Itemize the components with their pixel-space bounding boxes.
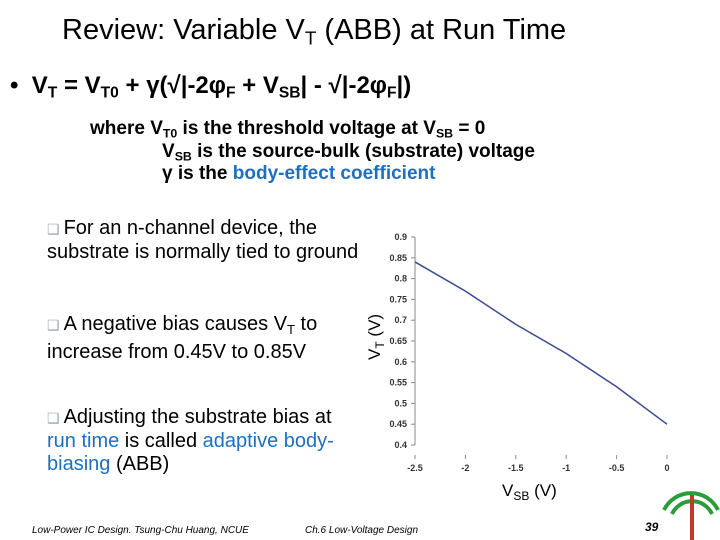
x-tick-label: 0	[664, 463, 669, 473]
y-axis-label: VT (V)	[365, 314, 387, 360]
text: V	[162, 141, 175, 162]
page-number: 39	[645, 520, 659, 534]
x-tick-label: -0.5	[609, 463, 625, 473]
formula-part: + V	[235, 72, 279, 99]
y-axis-label-part: T	[373, 341, 387, 349]
footer-center: Ch.6 Low-Voltage Design	[305, 525, 419, 536]
where-line: VSB is the source-bulk (substrate) volta…	[162, 141, 535, 164]
formula-part: = V	[57, 72, 101, 99]
y-tick-label: 0.75	[389, 294, 407, 304]
x-tick-label: -1.5	[508, 463, 524, 473]
text: (ABB)	[110, 453, 170, 475]
highlight: adaptive body-biasing	[47, 430, 334, 475]
bullet: ❑ A negative bias causes VT to increase f…	[47, 313, 318, 363]
formula-part: + γ(√|-2φ	[118, 72, 226, 99]
text: Adjusting the substrate bias at	[63, 406, 332, 428]
y-tick-label: 0.7	[394, 315, 407, 325]
highlight: body-effect coefficient	[232, 163, 436, 184]
text: A negative bias causes V	[63, 313, 288, 335]
x-tick-label: -2.5	[407, 463, 423, 473]
y-tick-label: 0.4	[394, 440, 407, 450]
highlight: run time	[47, 430, 120, 452]
footer-left: Low-Power IC Design. Tsung-Chu Huang, NC…	[32, 525, 249, 536]
x-tick-label: -2	[461, 463, 469, 473]
formula: • VT = VT0 + γ(√|-2φF + VSB| - √|-2φF|)	[10, 72, 412, 102]
logo	[662, 491, 720, 540]
formula-part: | - √|-2φ	[300, 72, 387, 99]
y-tick-label: 0.6	[394, 357, 407, 367]
bullet: ❑ Adjusting the substrate bias at run tim…	[47, 406, 334, 475]
sub: T	[287, 321, 295, 337]
text: γ is the	[162, 163, 233, 184]
text: is called	[119, 430, 203, 452]
formula-sub: SB	[278, 84, 301, 102]
x-axis-label-part: SB	[513, 489, 529, 503]
where-line: where VT0 is the threshold voltage at VS…	[90, 118, 485, 141]
y-tick-label: 0.85	[389, 253, 407, 263]
title-text: Review: Variable V	[62, 14, 305, 46]
text: For an n-channel device, the substrate i…	[47, 217, 359, 263]
x-axis-label-part: (V)	[529, 481, 556, 500]
x-axis-label: VSB (V)	[502, 481, 557, 503]
text: is the threshold voltage at V	[177, 118, 436, 139]
sub: T0	[162, 126, 178, 141]
sub: SB	[435, 126, 454, 141]
formula-sub: F	[386, 84, 397, 102]
formula-sub: T0	[100, 84, 119, 102]
y-tick-label: 0.5	[394, 398, 407, 408]
y-tick-label: 0.55	[389, 378, 407, 388]
formula-part: V	[31, 72, 48, 99]
text: is the source-bulk (substrate) voltage	[191, 141, 535, 162]
x-tick-label: -1	[562, 463, 570, 473]
y-tick-label: 0.65	[389, 336, 407, 346]
y-axis-label-part: (V)	[365, 314, 384, 341]
formula-part: |)	[396, 72, 412, 99]
formula-sub: T	[47, 84, 58, 102]
formula-sub: F	[225, 84, 236, 102]
bullet: ❑ For an n-channel device, the substrate …	[47, 217, 359, 263]
y-tick-label: 0.8	[394, 274, 407, 284]
title-text: (ABB) at Run Time	[316, 14, 567, 46]
y-tick-label: 0.9	[394, 232, 407, 242]
x-axis-label-part: V	[502, 481, 514, 500]
data-line	[414, 261, 668, 425]
text: = 0	[453, 118, 486, 139]
y-axis-label-part: V	[365, 348, 384, 360]
slide-title: Review: Variable VT (ABB) at Run Time	[62, 14, 566, 50]
text: where V	[90, 118, 163, 139]
y-tick-label: 0.45	[389, 419, 407, 429]
text: to increase from 0.45V to 0.85V	[47, 313, 318, 363]
title-sub: T	[304, 27, 317, 49]
sub: SB	[174, 149, 192, 164]
where-line: γ is the body-effect coefficient	[162, 163, 435, 185]
